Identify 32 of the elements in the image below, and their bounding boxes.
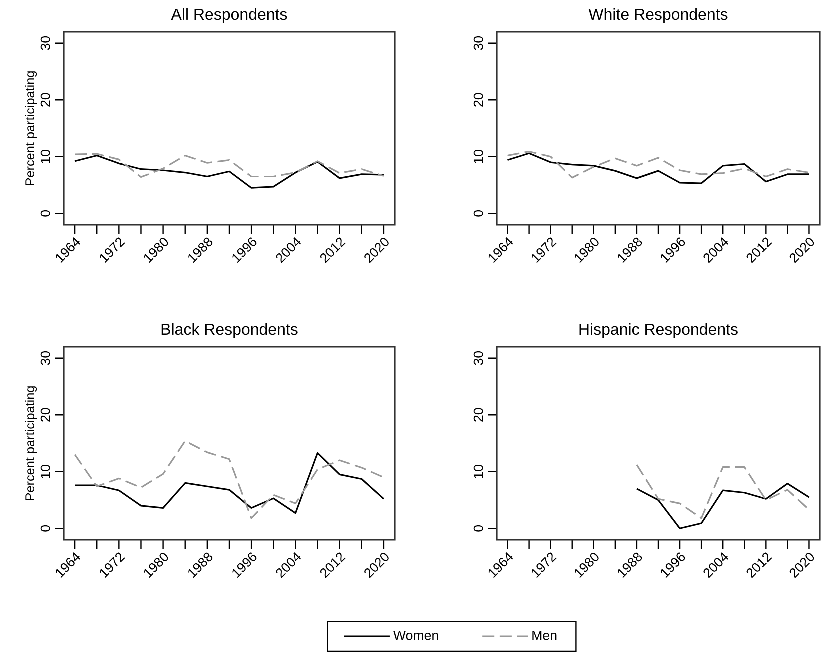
line-series xyxy=(74,440,385,520)
y-axis-title: Percent participating xyxy=(25,386,38,500)
y-tick-label: 0 xyxy=(474,210,484,217)
line-series xyxy=(636,482,810,530)
y-tick-label: 10 xyxy=(474,150,484,164)
y-axis-title: Percent participating xyxy=(25,72,38,186)
y-tick-label: 10 xyxy=(40,464,50,478)
line-series xyxy=(636,464,810,520)
line-series xyxy=(506,150,810,179)
y-tick-label: 20 xyxy=(40,93,50,107)
y-tick-label: 0 xyxy=(474,525,484,532)
line-series xyxy=(74,452,385,514)
line-series xyxy=(506,152,810,184)
y-tick-label: 30 xyxy=(474,36,484,50)
legend-label: Men xyxy=(532,630,557,640)
y-tick-label: 30 xyxy=(40,351,50,366)
y-tick-label: 20 xyxy=(474,408,484,422)
line-series xyxy=(74,153,385,178)
chart-title: All Respondents xyxy=(171,8,288,24)
y-tick-label: 10 xyxy=(474,464,484,478)
chart-title: White Respondents xyxy=(588,8,728,24)
chart-title: Hispanic Respondents xyxy=(580,323,738,338)
y-tick-label: 10 xyxy=(40,150,50,164)
y-tick-label: 0 xyxy=(40,210,50,217)
y-tick-label: 20 xyxy=(40,408,50,422)
y-tick-label: 30 xyxy=(474,351,484,366)
y-tick-label: 20 xyxy=(474,93,484,107)
legend-label: Women xyxy=(394,630,438,640)
line-series xyxy=(74,154,385,189)
y-tick-label: 30 xyxy=(40,36,50,50)
y-tick-label: 0 xyxy=(40,525,50,532)
chart-title: Black Respondents xyxy=(162,323,298,338)
